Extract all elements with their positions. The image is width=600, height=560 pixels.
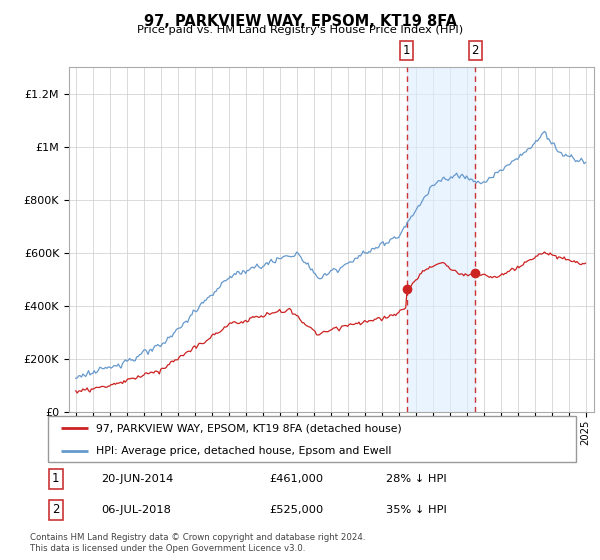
Text: 1: 1 <box>52 473 59 486</box>
Text: £525,000: £525,000 <box>270 505 324 515</box>
Text: 1: 1 <box>403 44 410 57</box>
Text: 2: 2 <box>472 44 479 57</box>
Text: 35% ↓ HPI: 35% ↓ HPI <box>386 505 447 515</box>
Text: 28% ↓ HPI: 28% ↓ HPI <box>386 474 446 484</box>
Text: 20-JUN-2014: 20-JUN-2014 <box>101 474 173 484</box>
Text: Price paid vs. HM Land Registry's House Price Index (HPI): Price paid vs. HM Land Registry's House … <box>137 25 463 35</box>
Text: 2: 2 <box>52 503 59 516</box>
Text: 97, PARKVIEW WAY, EPSOM, KT19 8FA: 97, PARKVIEW WAY, EPSOM, KT19 8FA <box>143 14 457 29</box>
Bar <box>407 67 475 412</box>
Text: 06-JUL-2018: 06-JUL-2018 <box>101 505 170 515</box>
Text: Contains HM Land Registry data © Crown copyright and database right 2024.
This d: Contains HM Land Registry data © Crown c… <box>30 533 365 553</box>
FancyBboxPatch shape <box>48 416 576 462</box>
Text: HPI: Average price, detached house, Epsom and Ewell: HPI: Average price, detached house, Epso… <box>95 446 391 456</box>
Text: 97, PARKVIEW WAY, EPSOM, KT19 8FA (detached house): 97, PARKVIEW WAY, EPSOM, KT19 8FA (detac… <box>95 423 401 433</box>
Text: £461,000: £461,000 <box>270 474 324 484</box>
